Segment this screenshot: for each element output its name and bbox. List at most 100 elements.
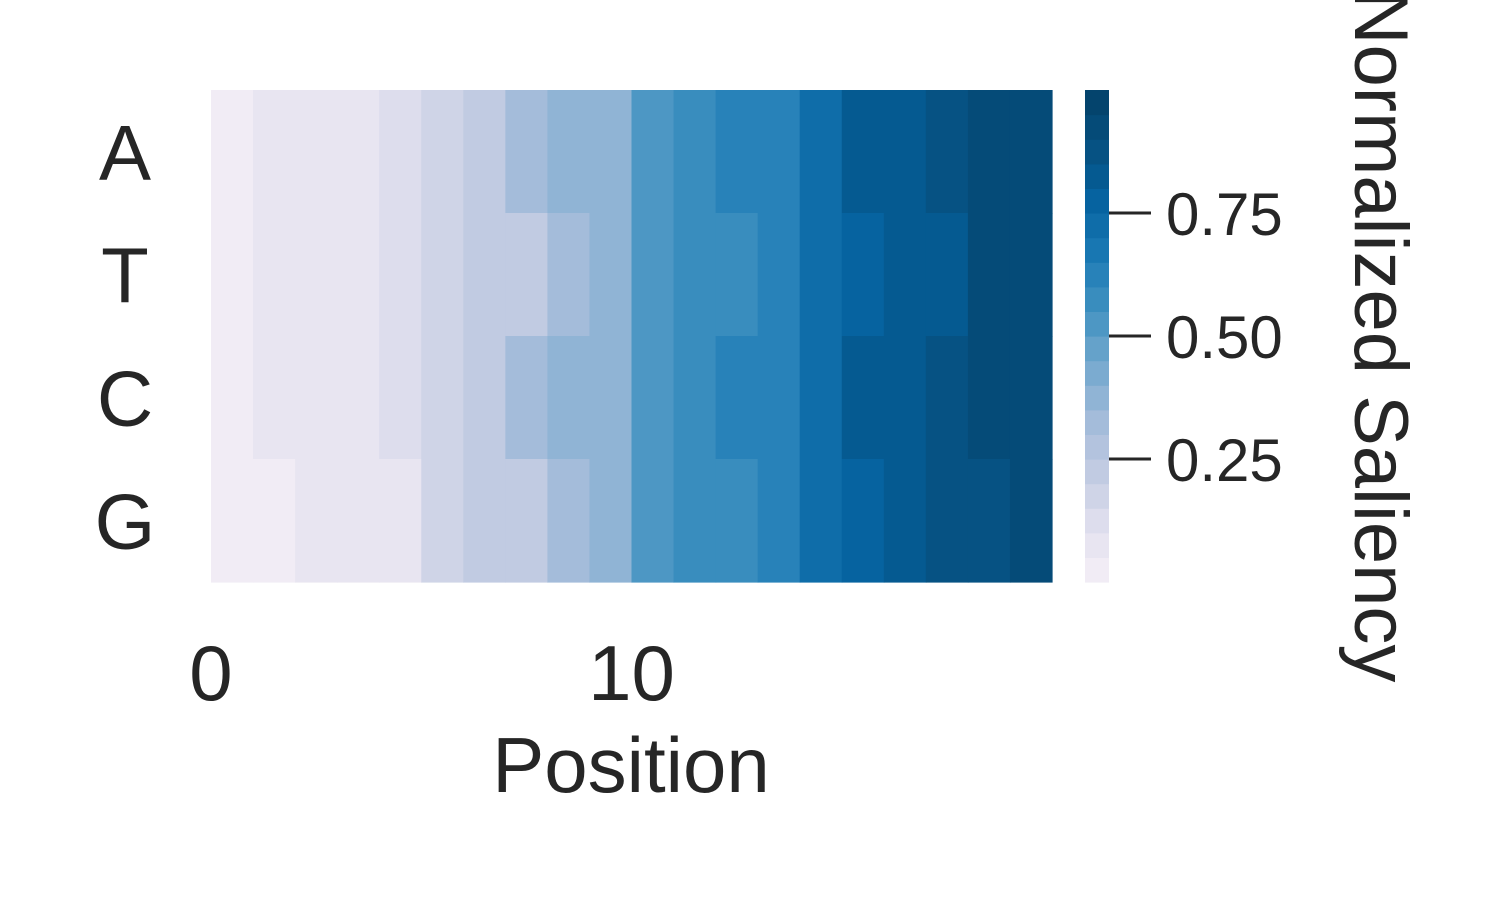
heatmap-cell bbox=[967, 213, 1011, 337]
heatmap-cell bbox=[421, 336, 464, 460]
colorbar-segment bbox=[1085, 90, 1109, 116]
heatmap-cell bbox=[715, 459, 759, 583]
heatmap-cell bbox=[883, 459, 927, 583]
heatmap-cell bbox=[757, 90, 801, 214]
heatmap-cell bbox=[253, 213, 296, 337]
heatmap-cell bbox=[883, 336, 927, 460]
heatmap-cell bbox=[337, 213, 380, 337]
heatmap-cell bbox=[631, 336, 675, 460]
heatmap-cell bbox=[505, 90, 548, 214]
heatmap-cell bbox=[1009, 213, 1053, 337]
heatmap-cell bbox=[253, 336, 296, 460]
heatmap-cell bbox=[841, 90, 885, 214]
colorbar-tick-label: 0.75 bbox=[1166, 181, 1283, 248]
heatmap-cell bbox=[673, 213, 717, 337]
heatmap-cell bbox=[547, 90, 591, 214]
colorbar-segment bbox=[1085, 262, 1109, 288]
heatmap-cell bbox=[463, 90, 506, 214]
heatmap-cell bbox=[505, 336, 548, 460]
heatmap-cell bbox=[1009, 336, 1053, 460]
heatmap-cell bbox=[715, 90, 759, 214]
colorbar-segment bbox=[1085, 114, 1109, 140]
colorbar-segment bbox=[1085, 532, 1109, 558]
heatmap-cell bbox=[967, 336, 1011, 460]
colorbar-segment bbox=[1085, 336, 1109, 362]
heatmap-cell bbox=[463, 459, 506, 583]
heatmap-cell bbox=[589, 459, 633, 583]
heatmap-cell bbox=[211, 336, 254, 460]
heatmap-cell bbox=[379, 213, 422, 337]
heatmap-cell bbox=[589, 213, 633, 337]
heatmap-cell bbox=[841, 459, 885, 583]
heatmap-cell bbox=[799, 459, 843, 583]
heatmap-cell bbox=[295, 459, 338, 583]
heatmap-cell bbox=[631, 213, 675, 337]
heatmap-cell bbox=[379, 90, 422, 214]
heatmap-cell bbox=[505, 459, 548, 583]
heatmap-cell bbox=[631, 459, 675, 583]
colorbar-segment bbox=[1085, 163, 1109, 189]
heatmap-cell bbox=[379, 459, 422, 583]
heatmap-cell bbox=[925, 336, 969, 460]
heatmap-cell bbox=[673, 459, 717, 583]
heatmap-cell bbox=[253, 90, 296, 214]
colorbar-segment bbox=[1085, 139, 1109, 165]
colorbar-segment bbox=[1085, 311, 1109, 337]
heatmap-cells bbox=[211, 90, 1053, 583]
heatmap-cell bbox=[337, 336, 380, 460]
heatmap-cell bbox=[589, 336, 633, 460]
heatmap-cell bbox=[757, 336, 801, 460]
colorbar-segment bbox=[1085, 557, 1109, 583]
colorbar-segment bbox=[1085, 508, 1109, 534]
heatmap-cell bbox=[631, 90, 675, 214]
colorbar bbox=[1085, 90, 1109, 583]
heatmap-cell bbox=[421, 90, 464, 214]
colorbar-label: Normalized Saliency bbox=[1338, 0, 1423, 682]
colorbar-segment bbox=[1085, 286, 1109, 312]
heatmap-cell bbox=[841, 336, 885, 460]
heatmap-cell bbox=[463, 213, 506, 337]
heatmap-cell bbox=[1009, 90, 1053, 214]
heatmap-cell bbox=[421, 459, 464, 583]
heatmap-cell bbox=[757, 459, 801, 583]
heatmap-cell bbox=[589, 90, 633, 214]
heatmap-cell bbox=[211, 459, 254, 583]
y-tick-label: G bbox=[95, 478, 156, 566]
heatmap-cell bbox=[925, 90, 969, 214]
y-tick-label: T bbox=[101, 232, 149, 320]
heatmap-cell bbox=[295, 336, 338, 460]
x-tick-label: 10 bbox=[588, 629, 675, 717]
colorbar-segment bbox=[1085, 459, 1109, 485]
x-axis-label: Position bbox=[492, 721, 770, 809]
colorbar-segment bbox=[1085, 434, 1109, 460]
y-tick-label: C bbox=[97, 355, 153, 443]
colorbar-segment bbox=[1085, 385, 1109, 411]
heatmap-cell bbox=[967, 90, 1011, 214]
heatmap-cell bbox=[883, 90, 927, 214]
heatmap-cell bbox=[841, 213, 885, 337]
heatmap-cell bbox=[253, 459, 296, 583]
heatmap-cell bbox=[337, 90, 380, 214]
colorbar-segment bbox=[1085, 188, 1109, 214]
y-tick-label: A bbox=[99, 109, 151, 197]
heatmap-cell bbox=[715, 213, 759, 337]
heatmap-cell bbox=[1009, 459, 1053, 583]
heatmap-cell bbox=[211, 213, 254, 337]
heatmap-cell bbox=[547, 213, 591, 337]
colorbar-segment bbox=[1085, 237, 1109, 263]
colorbar-segment bbox=[1085, 483, 1109, 509]
x-tick-label: 0 bbox=[189, 629, 232, 717]
heatmap-cell bbox=[295, 213, 338, 337]
heatmap-cell bbox=[673, 336, 717, 460]
colorbar-segment bbox=[1085, 213, 1109, 239]
colorbar-tick-label: 0.25 bbox=[1166, 427, 1283, 494]
heatmap-cell bbox=[673, 90, 717, 214]
x-tick-labels: 0 10 bbox=[189, 629, 675, 717]
heatmap-cell bbox=[925, 213, 969, 337]
colorbar-segment bbox=[1085, 409, 1109, 435]
heatmap-cell bbox=[547, 336, 591, 460]
heatmap-cell bbox=[967, 459, 1011, 583]
heatmap-cell bbox=[799, 90, 843, 214]
